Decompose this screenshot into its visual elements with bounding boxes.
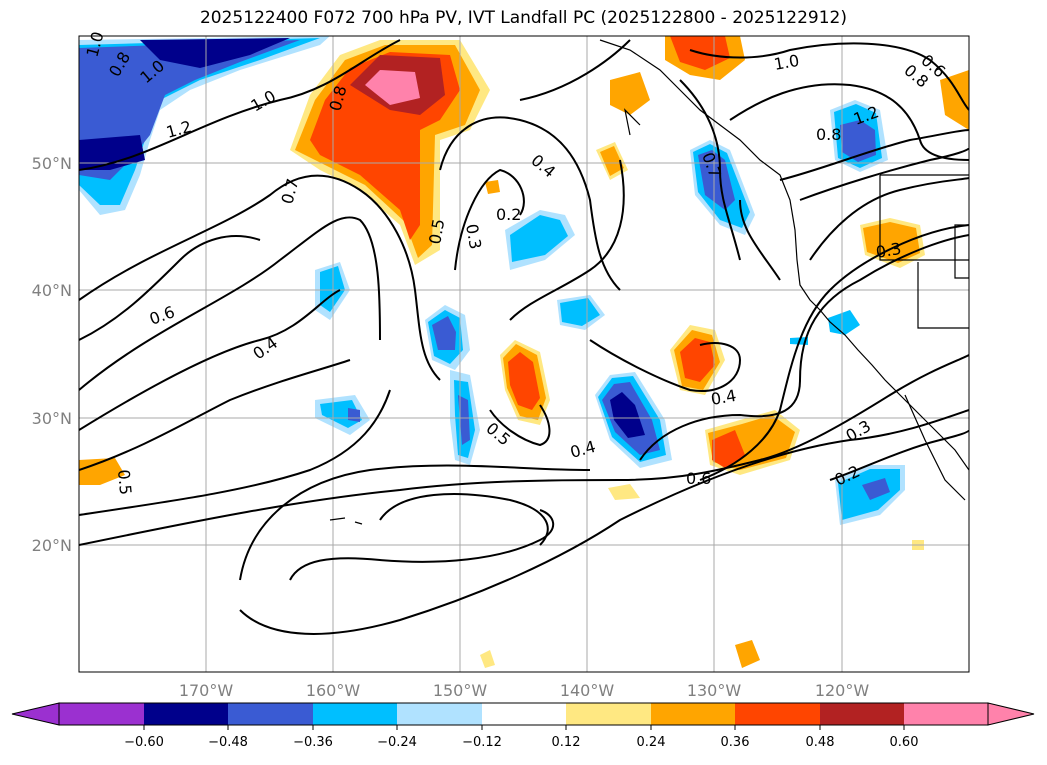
contour-label: 0.8 [816, 125, 841, 144]
colorbar-tick-label: −0.36 [293, 735, 333, 750]
lon-tick-label: 170°W [179, 681, 234, 700]
colorbar-tick-label: −0.48 [208, 735, 248, 750]
colorbar-swatch [397, 703, 482, 725]
colorbar-swatch [228, 703, 313, 725]
colorbar-tick-label: −0.12 [462, 735, 502, 750]
colorbar-tick-label: 0.60 [890, 735, 919, 750]
colorbar: −0.60 −0.48 −0.36 −0.24 −0.12 0.12 0.24 … [11, 702, 1035, 750]
colorbar-tick-label: 0.24 [637, 735, 666, 750]
contour-label: 0.5 [425, 217, 448, 245]
colorbar-tick-label: 0.12 [552, 735, 581, 750]
lon-tick-label: 120°W [815, 681, 870, 700]
colorbar-swatch [735, 703, 820, 725]
contour-label: 0.6 [686, 469, 711, 488]
colorbar-swatch [313, 703, 397, 725]
lon-tick-label: 150°W [433, 681, 488, 700]
colorbar-swatch [651, 703, 735, 725]
lat-tick-label: 30°N [32, 409, 72, 428]
colorbar-extend-high [987, 702, 1035, 726]
map-frame [78, 35, 970, 673]
colorbar-tick-label: 0.48 [806, 735, 835, 750]
colorbar-swatch [144, 703, 228, 725]
shaded-field [79, 36, 969, 668]
contour-label: 0.3 [874, 239, 902, 262]
coastline [329, 39, 969, 525]
colorbar-swatch [820, 703, 904, 725]
colorbar-swatch [59, 703, 144, 725]
contour-label: 0.3 [462, 222, 485, 250]
lat-tick-label: 20°N [32, 536, 72, 555]
colorbar-tick-label: −0.24 [377, 735, 417, 750]
contour-label: 0.2 [496, 205, 521, 224]
lat-axis: 50°N 40°N 30°N 20°N [32, 154, 72, 555]
colorbar-tick-label: −0.60 [124, 735, 164, 750]
lon-tick-label: 140°W [560, 681, 615, 700]
lon-axis: 170°W 160°W 150°W 140°W 130°W 120°W [179, 681, 870, 700]
colorbar-swatch [904, 703, 988, 725]
colorbar-tick-label: 0.36 [721, 735, 750, 750]
lat-tick-label: 50°N [32, 154, 72, 173]
colorbar-extend-low [11, 702, 60, 726]
graticule [79, 36, 969, 672]
lat-tick-label: 40°N [32, 281, 72, 300]
colorbar-swatch [482, 703, 566, 725]
contour-label: 0.4 [709, 386, 737, 409]
colorbar-swatch [566, 703, 651, 725]
chart-title: 2025122400 F072 700 hPa PV, IVT Landfall… [199, 8, 847, 28]
contour-label: 0.5 [114, 469, 135, 496]
lon-tick-label: 160°W [306, 681, 361, 700]
lon-tick-label: 130°W [687, 681, 742, 700]
contour-lines [79, 39, 969, 635]
contour-label: 1.0 [772, 51, 800, 74]
